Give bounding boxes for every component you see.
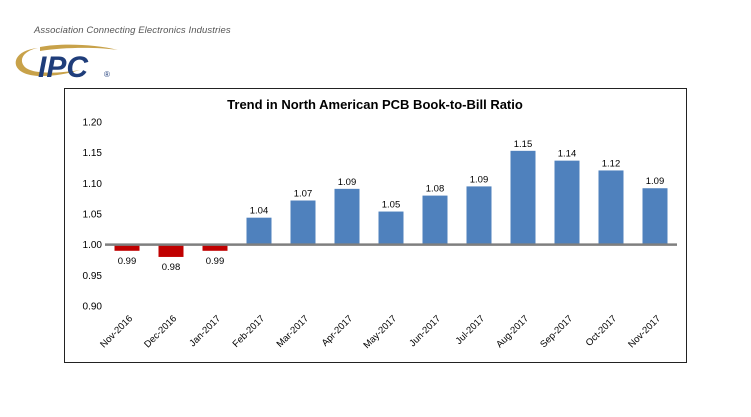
y-axis-ticks: 1.20 1.15 1.10 1.05 1.00 0.95 0.90 [83,118,103,313]
data-label: 1.04 [250,206,269,217]
x-axis-categories: Nov-2016 Dec-2016 Jan-2017 Feb-2017 Mar-2017… [98,313,663,351]
bar-sep-2017 [554,160,580,245]
bar-mar-2017 [290,200,316,245]
category-label: Aug-2017 [494,313,531,350]
bar-nov-2016 [114,244,140,251]
y-tick-label: 1.05 [83,210,103,221]
book-to-bill-chart: Trend in North American PCB Book-to-Bill… [83,97,677,351]
category-label: Dec-2016 [142,313,179,350]
bar-feb-2017 [246,217,272,245]
category-label: Nov-2017 [626,313,663,350]
bar-may-2017 [378,211,404,245]
data-label: 0.98 [162,262,181,273]
data-label: 1.12 [602,158,621,169]
data-label: 1.15 [514,139,533,150]
bar-apr-2017 [334,188,360,245]
y-tick-label: 0.95 [83,271,103,282]
data-label: 1.08 [426,184,445,195]
bar-jan-2017 [202,244,228,251]
data-label: 1.09 [470,174,489,185]
logo-tagline: Association Connecting Electronics Indus… [34,25,231,36]
data-label: 1.14 [558,149,577,160]
category-label: Feb-2017 [231,313,268,350]
category-label: Jan-2017 [187,313,223,349]
bar-jul-2017 [466,186,492,245]
y-tick-label: 1.15 [83,148,103,159]
data-label: 1.05 [382,200,401,211]
y-tick-label: 1.20 [83,118,103,129]
y-tick-label: 1.00 [83,240,103,251]
data-label: 0.99 [206,256,225,267]
bar-dec-2016 [158,244,184,257]
data-label: 1.07 [294,189,313,200]
ipc-logo: IPC ® Association Connecting Electronics… [0,0,245,85]
category-label: Oct-2017 [584,313,619,348]
chart-title: Trend in North American PCB Book-to-Bill… [227,97,523,112]
data-labels: 0.99 0.98 0.99 1.04 1.07 1.09 1.05 1.08 1.09 1.15… [118,139,665,273]
logo-arc [40,44,118,51]
category-label: Sep-2017 [538,313,575,350]
data-label: 1.09 [338,177,357,188]
bar-oct-2017 [598,170,624,245]
category-label: Mar-2017 [275,313,312,350]
logo-registered-mark: ® [104,70,110,79]
category-label: Jun-2017 [407,313,443,349]
bar-jun-2017 [422,195,448,245]
category-label: Apr-2017 [320,313,355,348]
bar-aug-2017 [510,150,536,245]
y-tick-label: 0.90 [83,302,103,313]
data-label: 1.09 [646,176,665,187]
category-label: May-2017 [361,313,399,351]
bar-nov-2017 [642,188,668,245]
bars [114,150,668,257]
category-label: Jul-2017 [454,313,488,347]
ipc-logo-graphic: IPC ® [15,44,118,84]
data-label: 0.99 [118,256,137,267]
logo-mark-text: IPC [38,51,89,84]
category-label: Nov-2016 [98,313,135,350]
chart-frame: Trend in North American PCB Book-to-Bill… [64,88,687,363]
y-tick-label: 1.10 [83,179,103,190]
